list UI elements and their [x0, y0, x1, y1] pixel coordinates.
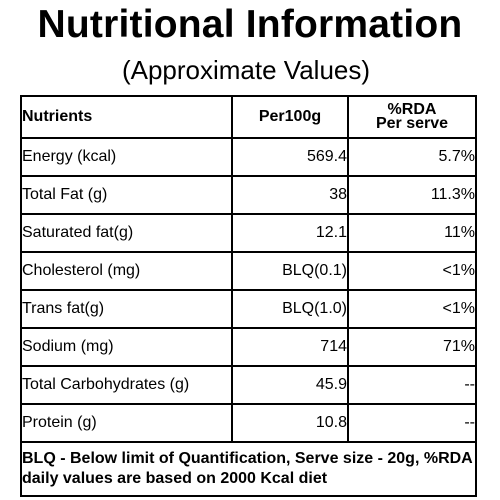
per100g-value: 45.9 — [231, 365, 349, 405]
nutrient-name: Energy (kcal) — [20, 137, 233, 177]
per100g-value: BLQ(0.1) — [231, 251, 349, 291]
page-subtitle: (Approximate Values) — [121, 55, 371, 85]
nutrient-name: Saturated fat(g) — [20, 213, 233, 253]
page-title: Nutritional Information — [37, 3, 463, 46]
header-rda: %RDA Per serve — [347, 95, 477, 139]
table-row: Saturated fat(g) 12.1 11% — [20, 213, 477, 253]
table-row: Energy (kcal) 569.4 5.7% — [20, 137, 477, 177]
table-row: Total Fat (g) 38 11.3% — [20, 175, 477, 215]
per100g-value: 38 — [231, 175, 349, 215]
footnote-row: BLQ - Below limit of Quantification, Ser… — [20, 441, 477, 497]
table-row: Total Carbohydrates (g) 45.9 -- — [20, 365, 477, 405]
nutrient-name: Sodium (mg) — [20, 327, 233, 367]
rda-value: -- — [347, 403, 477, 443]
nutrient-name: Protein (g) — [20, 403, 233, 443]
table-row: Sodium (mg) 714 71% — [20, 327, 477, 367]
rda-value: 71% — [347, 327, 477, 367]
header-rda-line2: Per serve — [375, 115, 449, 132]
header-nutrients: Nutrients — [20, 95, 233, 139]
nutrient-name: Total Carbohydrates (g) — [20, 365, 233, 405]
header-per100g: Per100g — [231, 95, 349, 139]
rda-value: <1% — [347, 289, 477, 329]
header-rda-line1: %RDA — [387, 101, 437, 118]
nutrition-table: Nutrients Per100g %RDA Per serve Energy … — [20, 95, 477, 497]
per100g-value: 714 — [231, 327, 349, 367]
rda-value: <1% — [347, 251, 477, 291]
rda-value: 5.7% — [347, 137, 477, 177]
per100g-value: BLQ(1.0) — [231, 289, 349, 329]
nutrient-name: Trans fat(g) — [20, 289, 233, 329]
rda-value: 11% — [347, 213, 477, 253]
per100g-value: 12.1 — [231, 213, 349, 253]
nutrient-name: Total Fat (g) — [20, 175, 233, 215]
table-header-row: Nutrients Per100g %RDA Per serve — [20, 95, 477, 139]
rda-value: -- — [347, 365, 477, 405]
table-row: Trans fat(g) BLQ(1.0) <1% — [20, 289, 477, 329]
footnote: BLQ - Below limit of Quantification, Ser… — [20, 441, 477, 497]
per100g-value: 10.8 — [231, 403, 349, 443]
rda-value: 11.3% — [347, 175, 477, 215]
per100g-value: 569.4 — [231, 137, 349, 177]
table-row: Cholesterol (mg) BLQ(0.1) <1% — [20, 251, 477, 291]
nutrient-name: Cholesterol (mg) — [20, 251, 233, 291]
table-row: Protein (g) 10.8 -- — [20, 403, 477, 443]
